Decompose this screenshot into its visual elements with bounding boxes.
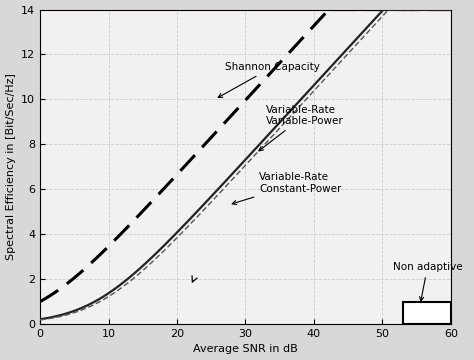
Bar bbox=[403, 302, 451, 324]
Text: Variable-Rate
Variable-Power: Variable-Rate Variable-Power bbox=[259, 104, 344, 151]
Text: Variable-Rate
Constant-Power: Variable-Rate Constant-Power bbox=[232, 172, 342, 204]
Text: Shannon Capacity: Shannon Capacity bbox=[218, 62, 320, 98]
X-axis label: Average SNR in dB: Average SNR in dB bbox=[193, 345, 298, 355]
Text: Non adaptive: Non adaptive bbox=[392, 262, 462, 301]
Y-axis label: Spectral Efficiency in [Bit/Sec/Hz]: Spectral Efficiency in [Bit/Sec/Hz] bbox=[6, 73, 16, 260]
